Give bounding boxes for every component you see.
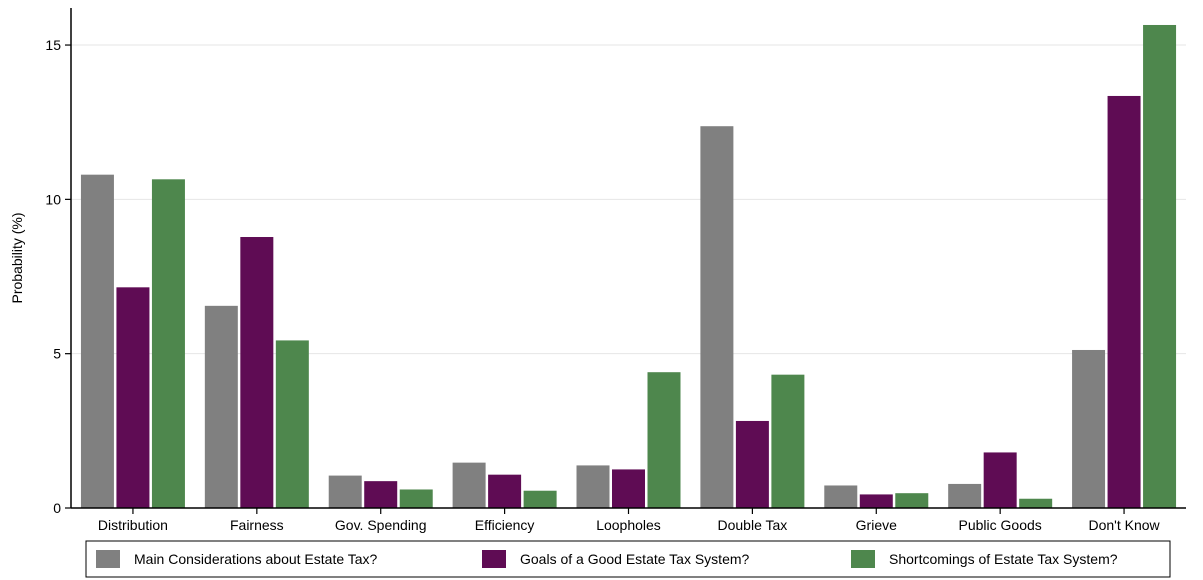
legend-swatch [851,550,875,568]
bar [700,126,734,509]
bar [824,485,858,508]
bar [488,474,522,508]
axes [70,8,1186,509]
bar [859,494,893,508]
bar [328,475,362,508]
legend-label: Shortcomings of Estate Tax System? [889,551,1118,567]
x-tick-label: Public Goods [959,517,1042,533]
bar [895,493,929,508]
legend-swatch [96,550,120,568]
bar [240,237,274,508]
y-tick-label: 10 [45,191,61,207]
legend-swatch [482,550,506,568]
y-tick-label: 15 [45,37,61,53]
x-tick-label: Don't Know [1088,517,1160,533]
bar [116,287,150,508]
bar [948,483,982,508]
bar [1072,349,1106,508]
bar [204,305,238,508]
x-tick-label: Loopholes [596,517,661,533]
bar [983,452,1017,508]
bar [612,469,645,508]
x-tick-label: Double Tax [717,517,787,533]
bar [576,465,610,508]
legend-label: Main Considerations about Estate Tax? [134,551,378,567]
bar [735,420,769,508]
x-tick-label: Grieve [856,517,897,533]
legend-box [85,540,1171,578]
bar [1019,498,1053,508]
grid-lines [71,44,1186,355]
bar [364,481,398,508]
bar [275,340,309,508]
bar [771,374,805,508]
bar [151,179,185,509]
bar [647,372,681,508]
x-tick-label: Efficiency [475,517,535,533]
y-ticks: 0 5 10 15 [45,37,71,516]
y-tick-label: 5 [53,346,61,362]
bar [452,462,486,508]
legend-label: Goals of a Good Estate Tax System? [520,551,750,567]
x-tick-label: Distribution [98,517,168,533]
y-axis-label: Probability (%) [9,212,25,303]
bar [1143,24,1177,508]
x-tick-label: Gov. Spending [335,517,427,533]
bar [80,174,114,509]
bars [80,24,1177,509]
y-tick-label: 0 [53,500,61,516]
x-tick-label: Fairness [230,517,284,533]
legend: Main Considerations about Estate Tax? Goa… [85,540,1171,578]
bar [1107,95,1141,509]
bar [399,489,433,508]
x-ticks: Distribution Fairness Gov. Spending Efficie… [98,508,1161,533]
bar [523,490,557,508]
